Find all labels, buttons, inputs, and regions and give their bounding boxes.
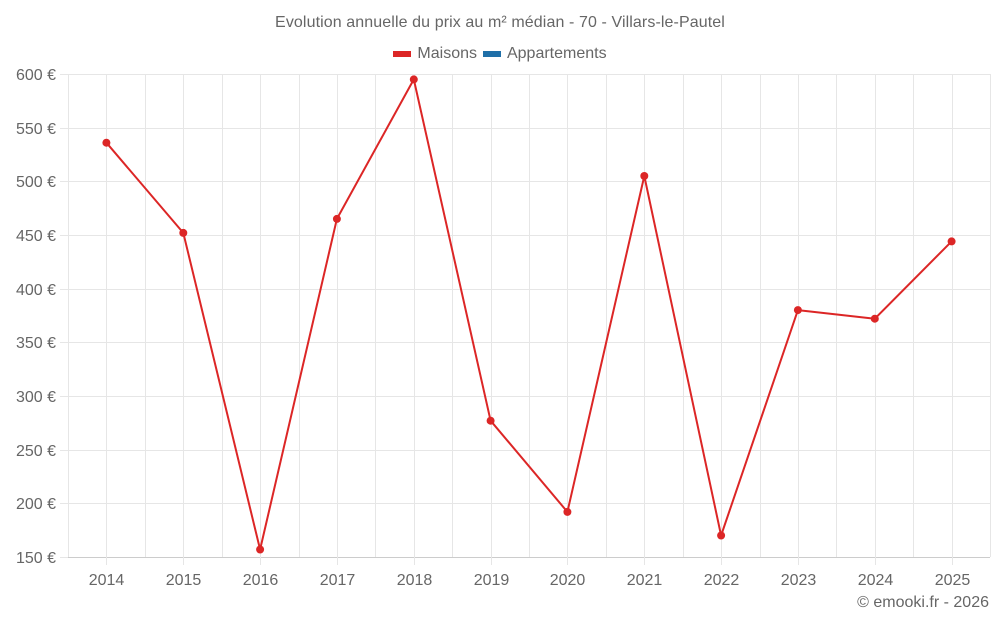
data-point-marker[interactable]: 2025: 444 €: [947, 237, 956, 246]
data-point-marker[interactable]: 2024: 372 €: [870, 314, 879, 323]
data-point-marker[interactable]: 2022: 170 €: [717, 531, 726, 540]
x-tick-label: 2017: [320, 572, 356, 589]
y-tick-label: 350 €: [16, 335, 56, 352]
x-tick-label: 2018: [397, 572, 433, 589]
x-gridlines: [68, 74, 991, 557]
data-point-marker[interactable]: 2015: 452 €: [179, 228, 188, 237]
x-tick-label: 2024: [858, 572, 894, 589]
chart-title: Evolution annuelle du prix au m² médian …: [275, 14, 725, 31]
x-tick-label: 2025: [935, 572, 971, 589]
legend: Maisons Appartements: [0, 45, 1000, 63]
x-tick-label: 2015: [166, 572, 202, 589]
y-tick-label: 300 €: [16, 389, 56, 406]
x-tick-label: 2014: [89, 572, 125, 589]
y-tick-label: 200 €: [16, 496, 56, 513]
legend-label-appartements: Appartements: [506, 45, 607, 62]
y-tick-label: 500 €: [16, 174, 56, 191]
y-tick-label: 550 €: [16, 121, 56, 138]
y-tick-label: 400 €: [16, 282, 56, 299]
legend-swatch-maisons-icon: [393, 51, 412, 57]
x-tick-label: 2016: [243, 572, 279, 589]
x-axis: 2014 2015 2016 2017 2018 2019 2020 2021 2022 2023…: [68, 557, 990, 589]
x-tick-label: 2023: [781, 572, 817, 589]
data-point-marker[interactable]: 2019: 277 €: [486, 416, 495, 425]
x-tick-label: 2019: [474, 572, 510, 589]
legend-swatch-appartements-icon: [482, 51, 501, 57]
y-tick-label: 250 €: [16, 443, 56, 460]
y-tick-label: 150 €: [16, 550, 56, 567]
data-point-marker[interactable]: 2017: 465 €: [332, 214, 341, 223]
data-point-marker[interactable]: 2021: 505 €: [640, 172, 649, 180]
x-tick-label: 2022: [704, 572, 740, 589]
data-point-marker[interactable]: 2014: 536 €: [102, 138, 111, 147]
y-axis: 150 € 200 € 250 € 300 € 350 € 400 € 450 € 500 €…: [16, 67, 68, 567]
legend-item-appartements[interactable]: Appartements: [482, 45, 607, 63]
series-line: [105, 78, 953, 551]
data-point-marker[interactable]: 2020: 192 €: [563, 507, 572, 516]
legend-item-maisons[interactable]: Maisons: [393, 45, 477, 63]
series-maisons-line: 2014: 536 € 2015: 452 € 2016: 157 € 2017: 4…: [102, 75, 956, 554]
data-point-marker[interactable]: 2016: 157 €: [256, 545, 265, 554]
data-point-marker[interactable]: 2018: 595 €: [409, 75, 418, 84]
legend-label-maisons: Maisons: [417, 45, 477, 62]
y-tick-label: 450 €: [16, 228, 56, 245]
x-tick-label: 2020: [550, 572, 586, 589]
data-point-marker[interactable]: 2023: 380 €: [793, 306, 802, 315]
credits-link[interactable]: © emooki.fr - 2026: [857, 594, 989, 611]
x-tick-label: 2021: [627, 572, 663, 589]
y-tick-label: 600 €: [16, 67, 56, 84]
